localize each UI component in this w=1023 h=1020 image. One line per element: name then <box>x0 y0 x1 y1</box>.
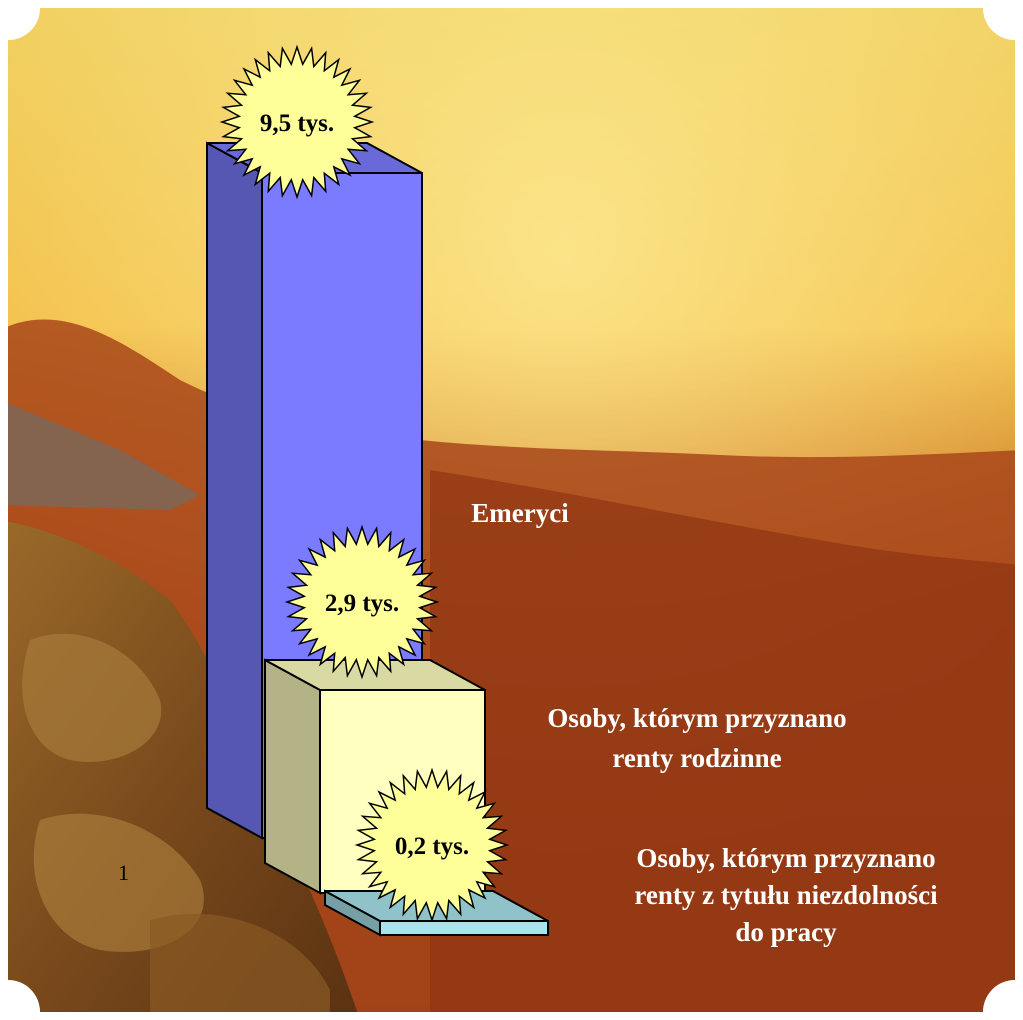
value-label-2: 2,9 tys. <box>325 590 399 617</box>
value-bursts-group: 9,5 tys. 2,9 tys. 0,2 tys. <box>219 44 510 923</box>
bars-group <box>206 141 549 937</box>
bar-2-side <box>264 658 321 895</box>
category-label-2: Osoby, którym przyznano renty rodzinne <box>547 703 846 773</box>
value-label-3: 0,2 tys. <box>395 833 469 860</box>
starburst-shape <box>284 524 440 680</box>
value-burst-2: 2,9 tys. <box>284 524 440 680</box>
bar-1-side <box>206 141 263 840</box>
starburst-shape <box>219 44 375 200</box>
value-label-1: 9,5 tys. <box>260 110 334 137</box>
category-labels-group: Emeryci Osoby, którym przyznano renty rodz… <box>471 498 938 947</box>
value-burst-1: 9,5 tys. <box>219 44 375 200</box>
category-label-3: Osoby, którym przyznano renty z tytułu ni… <box>634 843 938 947</box>
bar-3-front <box>379 920 549 936</box>
x-tick-label: 1 <box>118 860 129 885</box>
starburst-shape <box>354 767 510 923</box>
category-label-1: Emeryci <box>471 498 569 528</box>
value-burst-3: 0,2 tys. <box>354 767 510 923</box>
